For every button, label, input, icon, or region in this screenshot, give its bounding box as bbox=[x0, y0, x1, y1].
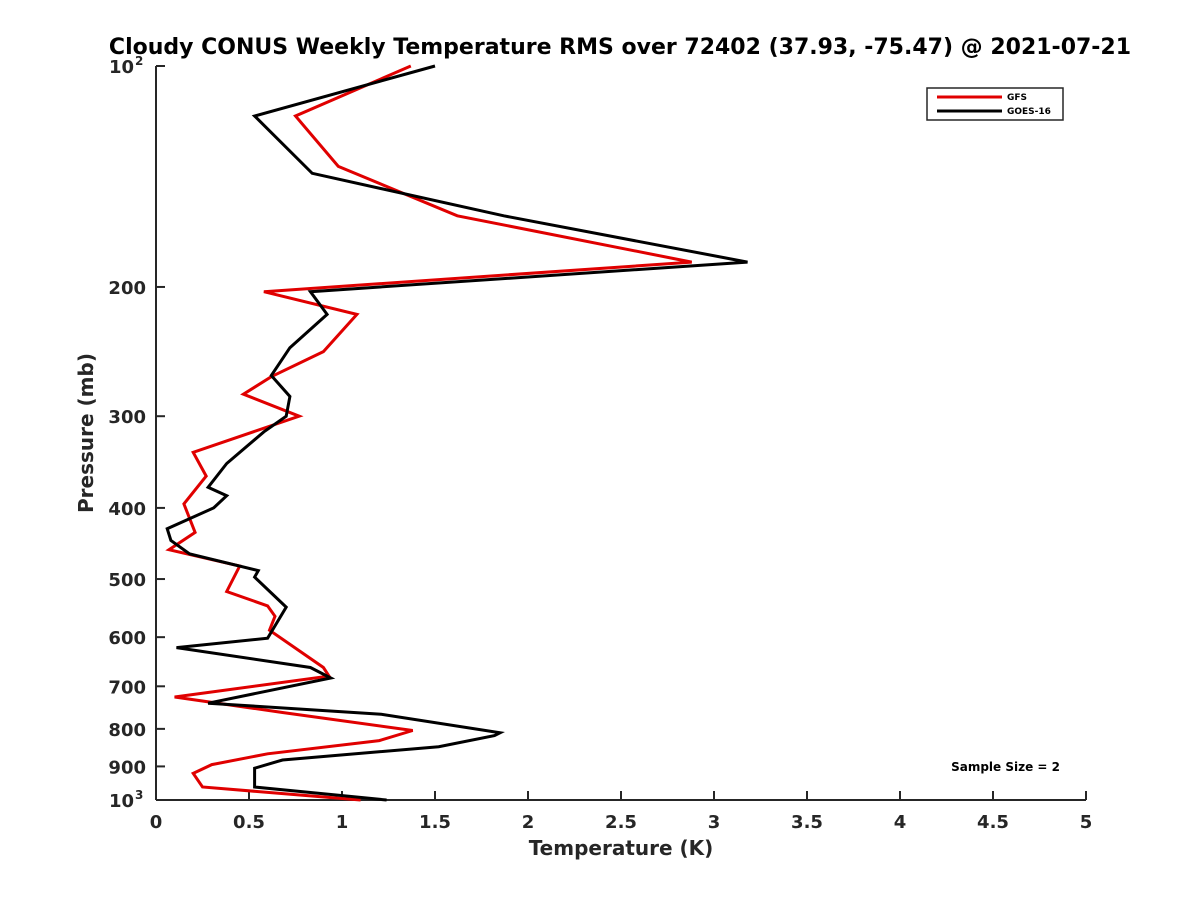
y-tick-label: 10 bbox=[109, 791, 134, 812]
x-tick-label: 0 bbox=[150, 812, 163, 833]
series-line-goes-16 bbox=[165, 64, 748, 802]
y-tick-label: 200 bbox=[108, 278, 146, 299]
y-tick-label: 900 bbox=[108, 757, 146, 778]
y-tick-exponent: 2 bbox=[135, 54, 143, 68]
series-line-gfs bbox=[165, 64, 692, 802]
y-tick-label: 500 bbox=[108, 570, 146, 591]
legend: GFS GOES-16 bbox=[926, 87, 1064, 121]
x-tick-label: 3 bbox=[708, 812, 721, 833]
x-tick-label: 2 bbox=[522, 812, 535, 833]
x-tick-label: 3.5 bbox=[791, 812, 823, 833]
y-tick-label: 10 bbox=[109, 57, 134, 78]
x-tick-label: 4.5 bbox=[977, 812, 1009, 833]
x-tick-label: 1 bbox=[336, 812, 349, 833]
y-tick-label: 700 bbox=[108, 677, 146, 698]
x-tick-label: 5 bbox=[1080, 812, 1093, 833]
sample-size-annotation: Sample Size = 2 bbox=[951, 760, 1060, 774]
y-axis-label: Pressure (mb) bbox=[74, 353, 98, 513]
x-tick-label: 2.5 bbox=[605, 812, 637, 833]
x-tick-label: 0.5 bbox=[233, 812, 265, 833]
legend-label-goes-16: GOES-16 bbox=[1007, 107, 1051, 117]
legend-box bbox=[926, 87, 1064, 121]
y-tick-label: 400 bbox=[108, 499, 146, 520]
y-tick-label: 300 bbox=[108, 407, 146, 428]
x-axis-label: Temperature (K) bbox=[529, 836, 714, 860]
series-layer bbox=[165, 64, 748, 802]
x-tick-label: 1.5 bbox=[419, 812, 451, 833]
x-ticks: 0 0.5 1 1.5 2 2.5 3 3.5 4 4.5 5 bbox=[150, 791, 1093, 833]
y-tick-label: 600 bbox=[108, 628, 146, 649]
y-tick-label: 800 bbox=[108, 720, 146, 741]
x-tick-label: 4 bbox=[894, 812, 907, 833]
chart-title: Cloudy CONUS Weekly Temperature RMS over… bbox=[109, 35, 1131, 60]
y-tick-exponent: 3 bbox=[135, 788, 143, 802]
legend-label-gfs: GFS bbox=[1007, 93, 1027, 103]
axes bbox=[155, 66, 1086, 801]
